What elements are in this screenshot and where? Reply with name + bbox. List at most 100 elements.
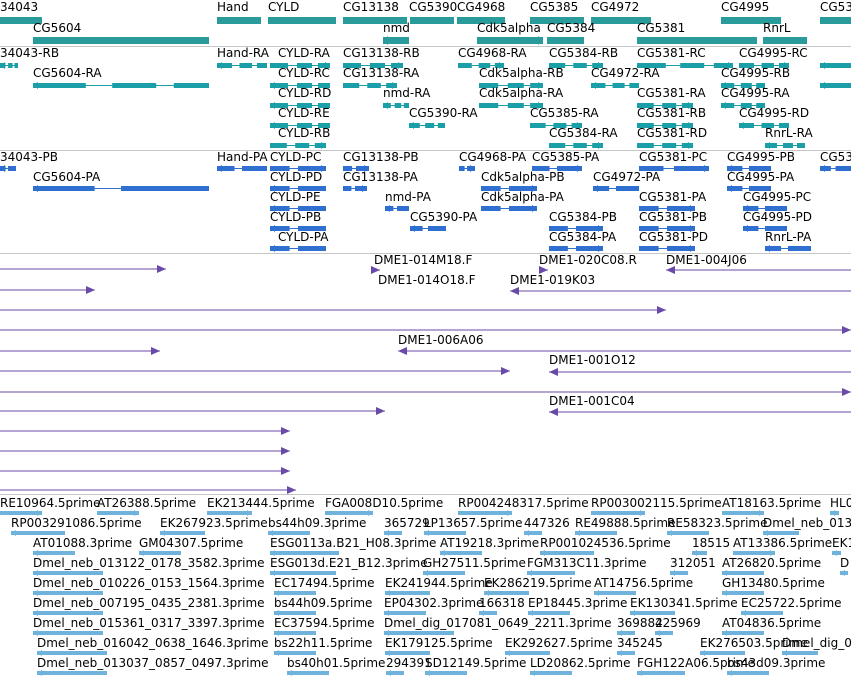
feature-label[interactable]: Dmel_neb_015361_0317_3397.3prime: [33, 616, 265, 630]
est-glyph[interactable]: [830, 510, 839, 517]
est-glyph[interactable]: [840, 570, 848, 577]
transcript-glyph[interactable]: [820, 62, 851, 70]
feature-label[interactable]: CG5604-RA: [33, 66, 102, 80]
est-glyph[interactable]: [268, 530, 310, 537]
clone-glyph[interactable]: [0, 265, 166, 274]
transcript-glyph[interactable]: [479, 102, 543, 110]
protein-glyph[interactable]: [343, 185, 367, 193]
est-glyph[interactable]: [670, 570, 688, 577]
feature-label[interactable]: CG4995-RD: [739, 106, 810, 120]
est-glyph[interactable]: [425, 670, 467, 677]
est-glyph[interactable]: [637, 670, 685, 677]
clone-glyph[interactable]: [539, 266, 548, 275]
transcript-glyph[interactable]: [739, 122, 789, 130]
transcript-glyph[interactable]: [409, 122, 445, 130]
est-glyph[interactable]: [207, 510, 252, 517]
est-glyph[interactable]: [0, 510, 42, 517]
est-glyph[interactable]: [479, 610, 497, 617]
feature-label[interactable]: CYLD-PD: [270, 170, 323, 184]
est-glyph[interactable]: [384, 630, 454, 637]
est-glyph[interactable]: [385, 650, 430, 657]
protein-glyph[interactable]: [459, 165, 475, 173]
feature-label[interactable]: 34043: [0, 0, 39, 14]
protein-glyph[interactable]: [270, 165, 326, 173]
feature-label[interactable]: 365729: [384, 516, 430, 530]
feature-label[interactable]: AT19218.3prime: [440, 536, 540, 550]
est-glyph[interactable]: [33, 610, 103, 617]
feature-label[interactable]: CYLD: [268, 0, 300, 14]
feature-label[interactable]: Dmel_neb_010226_0153_1564.3prime: [33, 576, 265, 590]
feature-label[interactable]: CG5604-PA: [33, 170, 101, 184]
feature-label[interactable]: FGH122A06.5prime: [637, 656, 756, 670]
feature-label[interactable]: CG4968-RA: [458, 46, 527, 60]
feature-label[interactable]: CG4972-RA: [591, 66, 660, 80]
feature-label[interactable]: Dmel_neb_007195_0435_2381.3prime: [33, 596, 265, 610]
feature-label[interactable]: FGA008D10.5prime: [325, 496, 444, 510]
feature-label[interactable]: CG5381-PC: [639, 150, 708, 164]
feature-label[interactable]: DME1-004J06: [666, 253, 747, 267]
feature-label[interactable]: FGM313C11.3prime: [527, 556, 647, 570]
protein-glyph[interactable]: [0, 165, 16, 173]
protein-glyph[interactable]: [593, 185, 639, 193]
feature-label[interactable]: CG13138-PA: [343, 170, 418, 184]
feature-label[interactable]: CG5381-PD: [639, 230, 709, 244]
clone-glyph[interactable]: [0, 407, 385, 416]
est-glyph[interactable]: [722, 630, 764, 637]
est-glyph[interactable]: [530, 670, 572, 677]
protein-glyph[interactable]: [343, 165, 369, 173]
feature-label[interactable]: RP003291086.5prime: [11, 516, 142, 530]
feature-label[interactable]: D: [840, 556, 850, 570]
transcript-glyph[interactable]: [591, 82, 639, 90]
est-glyph[interactable]: [384, 530, 402, 537]
feature-label[interactable]: GM04307.5prime: [139, 536, 244, 550]
gene-glyph[interactable]: [383, 36, 409, 46]
feature-label[interactable]: CG5385: [530, 0, 579, 14]
transcript-glyph[interactable]: [270, 122, 330, 130]
clone-glyph[interactable]: [0, 347, 160, 356]
feature-label[interactable]: CYLD-RC: [278, 66, 330, 80]
feature-label[interactable]: CG5385-PA: [532, 150, 600, 164]
feature-label[interactable]: DME1-019K03: [510, 273, 596, 287]
clone-glyph[interactable]: [510, 287, 851, 296]
feature-label[interactable]: RnrL-PA: [765, 230, 812, 244]
transcript-glyph[interactable]: [721, 102, 765, 110]
feature-label[interactable]: RP001024536.5prime: [540, 536, 671, 550]
feature-label[interactable]: CG5390-PA: [410, 210, 478, 224]
protein-glyph[interactable]: [385, 205, 409, 213]
transcript-glyph[interactable]: [765, 142, 805, 150]
feature-label[interactable]: 369882: [617, 616, 663, 630]
feature-label[interactable]: CG13138-PB: [343, 150, 419, 164]
feature-label[interactable]: CG4968-PA: [459, 150, 527, 164]
feature-label[interactable]: CG5385-RA: [530, 106, 599, 120]
est-glyph[interactable]: [617, 650, 635, 657]
feature-label[interactable]: CG5384-PB: [549, 210, 618, 224]
transcript-glyph[interactable]: [479, 82, 543, 90]
feature-label[interactable]: GH13480.5prime: [722, 576, 825, 590]
protein-glyph[interactable]: [270, 185, 326, 193]
feature-label[interactable]: Cdk5alpha-RA: [479, 86, 564, 100]
est-glyph[interactable]: [270, 550, 339, 557]
feature-label[interactable]: EP04302.3prime: [384, 596, 484, 610]
gene-glyph[interactable]: [410, 17, 454, 26]
est-glyph[interactable]: [287, 670, 329, 677]
est-glyph[interactable]: [630, 610, 675, 617]
feature-label[interactable]: CG5381-RD: [637, 126, 708, 140]
feature-label[interactable]: CG13138: [343, 0, 399, 14]
feature-label[interactable]: CYLD-PA: [278, 230, 329, 244]
gene-glyph[interactable]: [763, 37, 807, 46]
clone-glyph[interactable]: [0, 306, 666, 315]
gene-glyph[interactable]: [268, 17, 336, 26]
feature-label[interactable]: bs43d09.3prime: [727, 656, 826, 670]
feature-label[interactable]: CG5384-RB: [549, 46, 619, 60]
feature-label[interactable]: AT01088.3prime: [33, 536, 133, 550]
feature-label[interactable]: CG5604: [33, 21, 82, 35]
est-glyph[interactable]: [591, 510, 645, 517]
clone-glyph[interactable]: [0, 447, 290, 456]
feature-label[interactable]: CG4972-PA: [593, 170, 661, 184]
clone-glyph[interactable]: [0, 427, 290, 436]
protein-glyph[interactable]: [217, 165, 267, 173]
feature-label[interactable]: DME1-001O12: [549, 353, 636, 367]
gene-glyph[interactable]: [217, 17, 261, 26]
est-glyph[interactable]: [270, 570, 336, 577]
transcript-glyph[interactable]: [270, 82, 330, 90]
